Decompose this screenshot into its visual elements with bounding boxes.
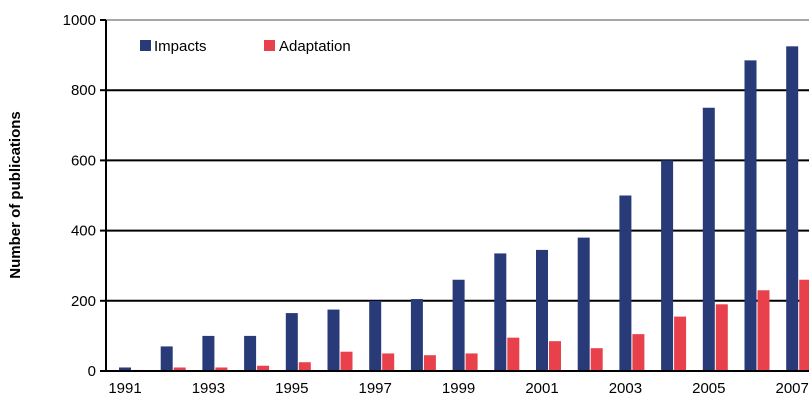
- y-tick-labels: 0 200 400 600 800 1000: [63, 12, 96, 380]
- bar-impacts-2004: [661, 160, 674, 371]
- bar-impacts-2007: [786, 46, 799, 371]
- x-tick-label: 2005: [692, 380, 725, 397]
- bars: [119, 46, 809, 372]
- legend-swatch-impacts: [140, 40, 151, 51]
- bar-adaptation-2007: [799, 279, 809, 371]
- x-tick-label: 1993: [192, 380, 225, 397]
- bar-impacts-2002: [577, 237, 590, 371]
- bar-impacts-2006: [744, 60, 757, 372]
- bar-adaptation-2000: [507, 337, 520, 371]
- axes: [100, 19, 809, 372]
- x-tick-label: 1999: [442, 380, 475, 397]
- bar-impacts-1992: [160, 346, 173, 371]
- bar-adaptation-1993: [215, 367, 228, 371]
- bar-impacts-1996: [327, 309, 340, 371]
- bar-impacts-1995: [285, 313, 298, 371]
- y-tick-label: 200: [71, 293, 96, 310]
- bar-adaptation-2003: [632, 334, 645, 371]
- bar-adaptation-1992: [173, 367, 186, 371]
- bar-impacts-1997: [369, 300, 382, 371]
- bar-impacts-2005: [702, 107, 715, 371]
- x-tick-label: 1991: [108, 380, 141, 397]
- y-tick-label: 600: [71, 152, 96, 169]
- bar-impacts-1994: [244, 335, 257, 371]
- bar-impacts-1999: [452, 279, 465, 371]
- bar-impacts-2000: [494, 253, 507, 371]
- bar-adaptation-1998: [423, 355, 436, 371]
- legend-label-adaptation: Adaptation: [279, 38, 351, 55]
- x-tick-labels: 1991 1993 1995 1997 1999 2001 2003 2005 2007: [108, 380, 809, 397]
- bar-adaptation-2006: [757, 290, 770, 371]
- legend-label-impacts: Impacts: [154, 38, 207, 55]
- y-tick-label: 400: [71, 223, 96, 240]
- y-tick-label: 1000: [63, 12, 96, 29]
- bar-impacts-1993: [202, 335, 215, 371]
- y-tick-label: 0: [88, 363, 96, 380]
- y-axis-label: Number of publications: [7, 111, 24, 279]
- bar-impacts-1991: [119, 367, 131, 371]
- legend-swatch-adaptation: [264, 40, 275, 51]
- bar-adaptation-1994: [257, 365, 270, 371]
- bar-adaptation-1995: [298, 362, 311, 371]
- legend: Impacts Adaptation: [140, 38, 351, 55]
- bar-impacts-2003: [619, 195, 632, 371]
- bar-impacts-1998: [410, 299, 423, 371]
- bar-adaptation-1997: [382, 353, 395, 371]
- bar-adaptation-2001: [549, 341, 561, 371]
- bar-adaptation-2005: [715, 304, 728, 371]
- x-tick-label: 1997: [359, 380, 392, 397]
- bar-adaptation-2004: [674, 316, 687, 371]
- x-tick-label: 1995: [275, 380, 308, 397]
- bar-adaptation-1999: [465, 353, 478, 371]
- x-tick-label: 2001: [525, 380, 558, 397]
- x-tick-label: 2003: [609, 380, 642, 397]
- bar-adaptation-1996: [340, 351, 353, 371]
- x-tick-label: 2007: [776, 380, 809, 397]
- y-tick-label: 800: [71, 82, 96, 99]
- bar-impacts-2001: [536, 249, 548, 371]
- bar-adaptation-2002: [590, 348, 603, 371]
